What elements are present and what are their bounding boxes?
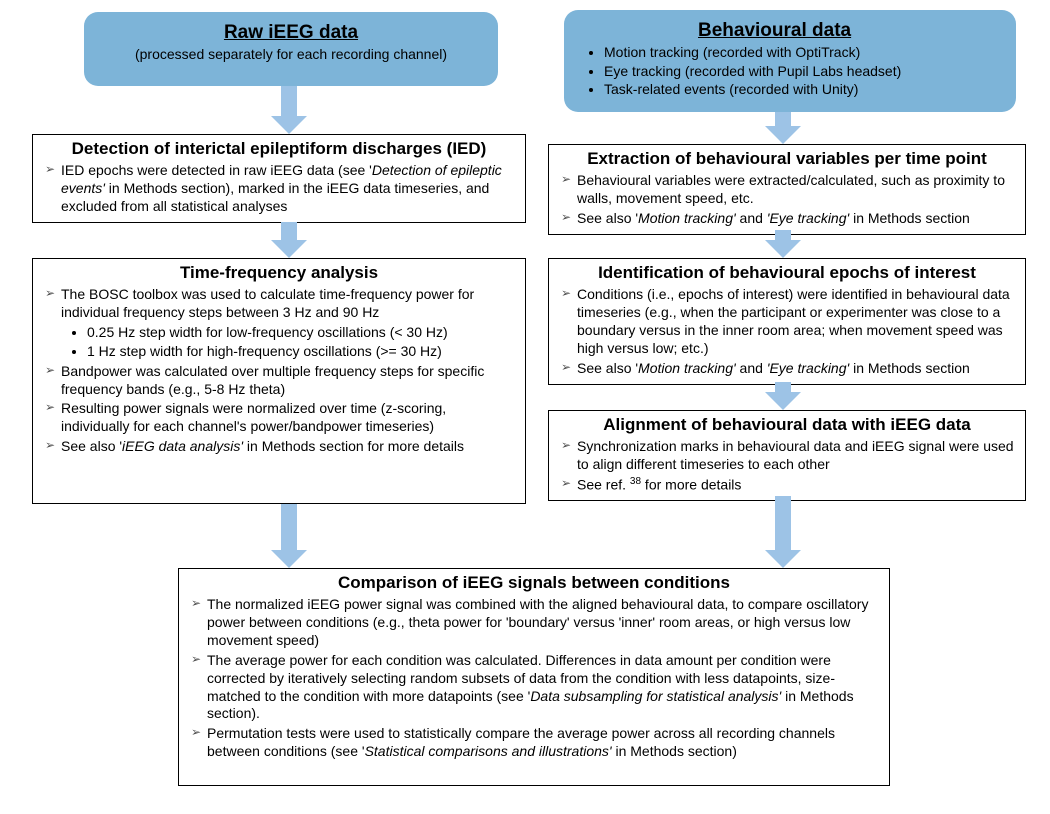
behavioural-title: Behavioural data: [578, 20, 1002, 42]
raw-ieeg-header: Raw iEEG data (processed separately for …: [84, 12, 498, 86]
list-item: Motion tracking (recorded with OptiTrack…: [604, 44, 1002, 62]
compare-list: The normalized iEEG power signal was com…: [187, 596, 881, 761]
tf-sub-list: 0.25 Hz step width for low-frequency osc…: [61, 324, 515, 361]
ident-box: Identification of behavioural epochs of …: [548, 258, 1026, 385]
list-item: See ref. 38 for more details: [559, 476, 1015, 495]
align-list: Synchronization marks in behavioural dat…: [557, 438, 1017, 494]
extract-list: Behavioural variables were extracted/cal…: [557, 172, 1017, 228]
list-item: See also 'Motion tracking' and 'Eye trac…: [559, 210, 1015, 228]
compare-title: Comparison of iEEG signals between condi…: [187, 573, 881, 593]
list-item: See also 'iEEG data analysis' in Methods…: [43, 438, 515, 456]
list-item: The average power for each condition was…: [189, 652, 879, 724]
behavioural-header: Behavioural data Motion tracking (record…: [564, 10, 1016, 112]
list-item: Bandpower was calculated over multiple f…: [43, 363, 515, 399]
list-item: Permutation tests were used to statistic…: [189, 725, 879, 761]
extract-box: Extraction of behavioural variables per …: [548, 144, 1026, 235]
ident-list: Conditions (i.e., epochs of interest) we…: [557, 286, 1017, 378]
raw-ieeg-title: Raw iEEG data: [98, 22, 484, 44]
ied-title: Detection of interictal epileptiform dis…: [41, 139, 517, 159]
tf-box: Time-frequency analysis The BOSC toolbox…: [32, 258, 526, 504]
tf-title: Time-frequency analysis: [41, 263, 517, 283]
list-item: The normalized iEEG power signal was com…: [189, 596, 879, 650]
list-item: Conditions (i.e., epochs of interest) we…: [559, 286, 1015, 358]
list-item: See also 'Motion tracking' and 'Eye trac…: [559, 360, 1015, 378]
behavioural-source-list: Motion tracking (recorded with OptiTrack…: [578, 44, 1002, 99]
list-item: IED epochs were detected in raw iEEG dat…: [43, 162, 515, 216]
ident-title: Identification of behavioural epochs of …: [557, 263, 1017, 283]
ied-list: IED epochs were detected in raw iEEG dat…: [41, 162, 517, 216]
ied-box: Detection of interictal epileptiform dis…: [32, 134, 526, 223]
extract-title: Extraction of behavioural variables per …: [557, 149, 1017, 169]
align-box: Alignment of behavioural data with iEEG …: [548, 410, 1026, 501]
compare-box: Comparison of iEEG signals between condi…: [178, 568, 890, 786]
text: The BOSC toolbox was used to calculate t…: [61, 286, 474, 320]
list-item: 0.25 Hz step width for low-frequency osc…: [87, 324, 515, 342]
raw-ieeg-subtitle: (processed separately for each recording…: [98, 46, 484, 62]
list-item: The BOSC toolbox was used to calculate t…: [43, 286, 515, 361]
list-item: 1 Hz step width for high-frequency oscil…: [87, 343, 515, 361]
list-item: Task-related events (recorded with Unity…: [604, 81, 1002, 99]
list-item: Behavioural variables were extracted/cal…: [559, 172, 1015, 208]
tf-list: The BOSC toolbox was used to calculate t…: [41, 286, 517, 456]
list-item: Synchronization marks in behavioural dat…: [559, 438, 1015, 474]
list-item: Resulting power signals were normalized …: [43, 400, 515, 436]
list-item: Eye tracking (recorded with Pupil Labs h…: [604, 63, 1002, 81]
align-title: Alignment of behavioural data with iEEG …: [557, 415, 1017, 435]
